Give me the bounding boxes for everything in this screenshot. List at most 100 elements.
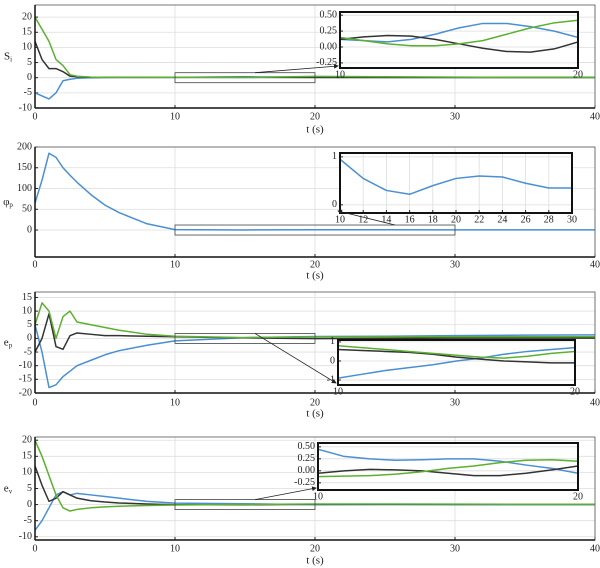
- x-tick-label: 28: [544, 214, 554, 225]
- series-line: [318, 448, 578, 474]
- x-tick-label: 12: [358, 214, 368, 225]
- y-tick-label: 5: [27, 319, 32, 330]
- series-line: [35, 439, 595, 512]
- x-tick-label: 30: [450, 259, 460, 270]
- y-tick-label: 0.50: [298, 441, 316, 452]
- zoom-box: [174, 72, 316, 84]
- y-axis-label: ep: [4, 336, 13, 349]
- x-tick-label: 16: [405, 214, 415, 225]
- x-tick-label: 40: [590, 259, 600, 270]
- y-tick-label: -10: [19, 360, 32, 371]
- y-tick-label: 10: [22, 305, 32, 316]
- y-axis-label-sub: p: [9, 341, 13, 349]
- zoom-arrow: [254, 63, 339, 74]
- y-tick-label: 50: [22, 204, 32, 215]
- series-line: [35, 313, 595, 353]
- y-tick-label: 100: [17, 183, 32, 194]
- y-tick-label: 1: [330, 336, 335, 347]
- y-tick-label: -20: [19, 387, 32, 398]
- x-tick-label: 0: [33, 259, 38, 270]
- y-tick-label: 0: [330, 355, 335, 366]
- x-axis-label: t (s): [306, 270, 324, 282]
- x-tick-label: 10: [170, 111, 180, 122]
- y-tick-label: -0.25: [316, 57, 337, 68]
- series-line: [35, 302, 595, 340]
- x-tick-label: 10: [170, 543, 180, 554]
- zoom-arrow: [254, 333, 337, 384]
- x-tick-label: 20: [310, 111, 320, 122]
- y-tick-label: -0.25: [294, 477, 315, 488]
- x-axis-label: t (s): [306, 555, 324, 567]
- inset: 0 1 10 12 14 16 18 20 22 24 26 28 30: [332, 151, 577, 225]
- x-tick-label: 24: [497, 214, 507, 225]
- y-tick-label: 10: [22, 42, 32, 53]
- x-tick-label: 0: [33, 543, 38, 554]
- y-tick-label: 1: [332, 151, 337, 162]
- inset-bg: [340, 12, 578, 68]
- y-tick-label: -5: [24, 515, 32, 526]
- x-tick-label: 0: [33, 397, 38, 408]
- inset: -1011020: [327, 336, 580, 397]
- y-tick-label: 150: [17, 162, 32, 173]
- x-tick-label: 10: [170, 397, 180, 408]
- zoom-arrow: [254, 486, 317, 500]
- x-tick-label: 18: [428, 214, 438, 225]
- inset-frame: [339, 152, 573, 214]
- y-tick-label: 0: [27, 333, 32, 344]
- x-tick-label: 20: [570, 386, 580, 397]
- x-tick-label: 30: [567, 214, 577, 225]
- y-tick-label: 0.25: [298, 453, 316, 464]
- y-axis-label-main: S: [4, 50, 10, 62]
- y-tick-label: 5: [27, 483, 32, 494]
- y-axis-label-main: e: [4, 336, 9, 348]
- x-tick-label: 0: [33, 111, 38, 122]
- x-tick-label: 20: [451, 214, 461, 225]
- y-tick-label: 0: [27, 224, 32, 235]
- series-line: [340, 158, 572, 196]
- y-axis-label: Si: [4, 50, 12, 63]
- inset-frame: [337, 339, 576, 386]
- x-tick-label: 20: [310, 397, 320, 408]
- y-tick-label: 20: [22, 435, 32, 446]
- series-line: [340, 19, 578, 47]
- y-tick-label: 0: [27, 499, 32, 510]
- x-tick-label: 30: [450, 543, 460, 554]
- x-tick-label: 40: [590, 543, 600, 554]
- y-axis-label-main: φ: [3, 196, 9, 208]
- x-tick-label: 10: [170, 259, 180, 270]
- series-line: [35, 16, 595, 79]
- x-tick-label: 10: [335, 69, 345, 80]
- y-tick-label: 0.50: [320, 9, 338, 20]
- y-tick-label: 0.00: [298, 465, 316, 476]
- series-line: [338, 344, 575, 359]
- x-tick-label: 40: [590, 111, 600, 122]
- series-line: [35, 152, 595, 231]
- y-tick-label: 200: [17, 141, 32, 152]
- inset-frame: [339, 11, 579, 69]
- y-tick-label: -10: [19, 102, 32, 113]
- y-tick-label: 15: [22, 451, 32, 462]
- series-line: [338, 348, 575, 364]
- y-tick-label: 15: [22, 292, 32, 303]
- y-axis-label: φp: [3, 196, 13, 209]
- y-tick-label: 15: [22, 27, 32, 38]
- y-tick-label: -5: [24, 87, 32, 98]
- zoom-box: [174, 499, 316, 510]
- x-tick-label: 26: [521, 214, 531, 225]
- y-tick-label: -10: [19, 531, 32, 542]
- x-tick-label: 14: [381, 214, 391, 225]
- y-tick-label: -5: [24, 346, 32, 357]
- y-tick-label: 0: [27, 72, 32, 83]
- zoom-box: [174, 224, 456, 236]
- x-tick-label: 22: [474, 214, 484, 225]
- x-tick-label: 40: [590, 397, 600, 408]
- zoom-box: [174, 333, 316, 344]
- x-axis-label: t (s): [306, 124, 324, 136]
- x-tick-label: 20: [573, 491, 583, 502]
- x-tick-label: 20: [310, 259, 320, 270]
- series-line: [318, 459, 578, 478]
- y-axis-label-main: e: [4, 482, 9, 494]
